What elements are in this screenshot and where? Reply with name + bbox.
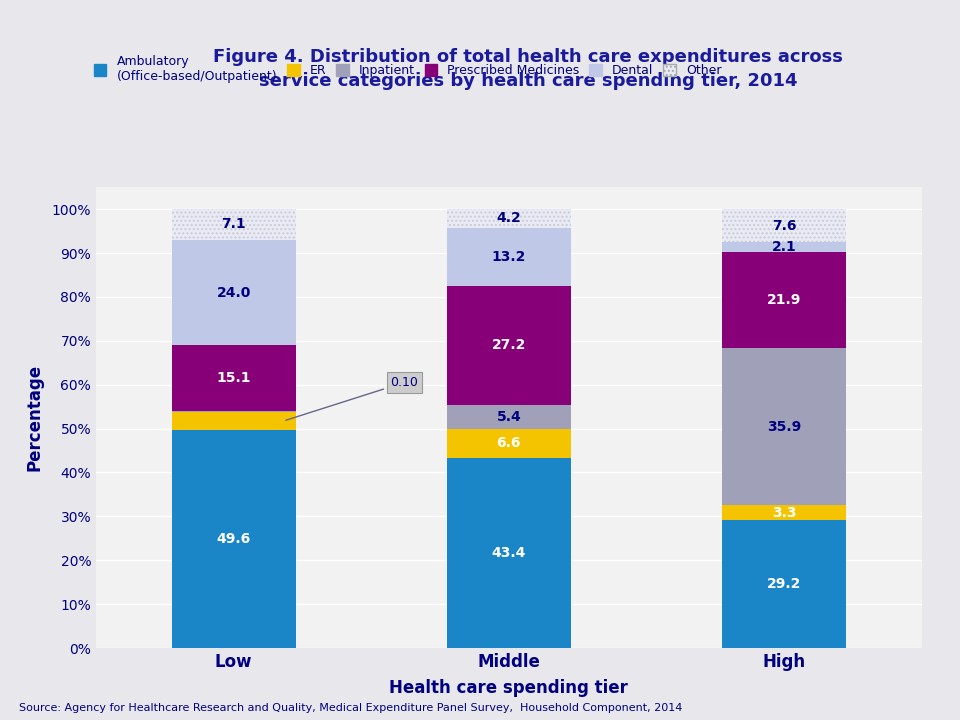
Bar <box>446 228 570 286</box>
Bar <box>722 348 846 505</box>
Text: 0.10: 0.10 <box>286 376 419 420</box>
Text: 13.2: 13.2 <box>492 250 526 264</box>
Text: 43.4: 43.4 <box>492 546 526 559</box>
Text: 15.1: 15.1 <box>216 372 251 385</box>
Text: Figure 4. Distribution of total health care expenditures across
service categori: Figure 4. Distribution of total health c… <box>213 48 843 90</box>
Bar <box>446 286 570 405</box>
Bar <box>722 243 846 252</box>
Y-axis label: Percentage: Percentage <box>25 364 43 471</box>
Bar <box>172 345 296 411</box>
Text: 7.1: 7.1 <box>222 217 246 231</box>
Bar <box>446 405 570 428</box>
Bar <box>722 209 846 243</box>
Text: 7.6: 7.6 <box>772 219 796 233</box>
Text: 27.2: 27.2 <box>492 338 526 352</box>
Text: 2.1: 2.1 <box>772 240 797 254</box>
Bar <box>172 209 296 240</box>
Text: 5.4: 5.4 <box>496 410 521 424</box>
Text: 21.9: 21.9 <box>767 293 802 307</box>
Text: Source: Agency for Healthcare Research and Quality, Medical Expenditure Panel Su: Source: Agency for Healthcare Research a… <box>19 703 683 713</box>
Text: 4.2: 4.2 <box>496 212 521 225</box>
Bar <box>722 505 846 520</box>
Bar <box>172 412 296 431</box>
Bar <box>172 431 296 648</box>
Text: 35.9: 35.9 <box>767 420 802 433</box>
Text: 49.6: 49.6 <box>216 532 251 546</box>
Bar <box>172 240 296 345</box>
Bar <box>446 428 570 457</box>
Bar <box>722 252 846 348</box>
Legend: Ambulatory
(Office-based/Outpatient), ER, Inpatient, Prescribed Medicines, Denta: Ambulatory (Office-based/Outpatient), ER… <box>94 55 721 84</box>
Text: 6.6: 6.6 <box>496 436 521 450</box>
X-axis label: Health care spending tier: Health care spending tier <box>390 679 628 697</box>
Text: 29.2: 29.2 <box>767 577 802 591</box>
Bar <box>446 457 570 648</box>
Bar <box>722 520 846 648</box>
Text: 24.0: 24.0 <box>216 286 251 300</box>
Text: 3.3: 3.3 <box>772 505 796 520</box>
Bar <box>446 209 570 228</box>
